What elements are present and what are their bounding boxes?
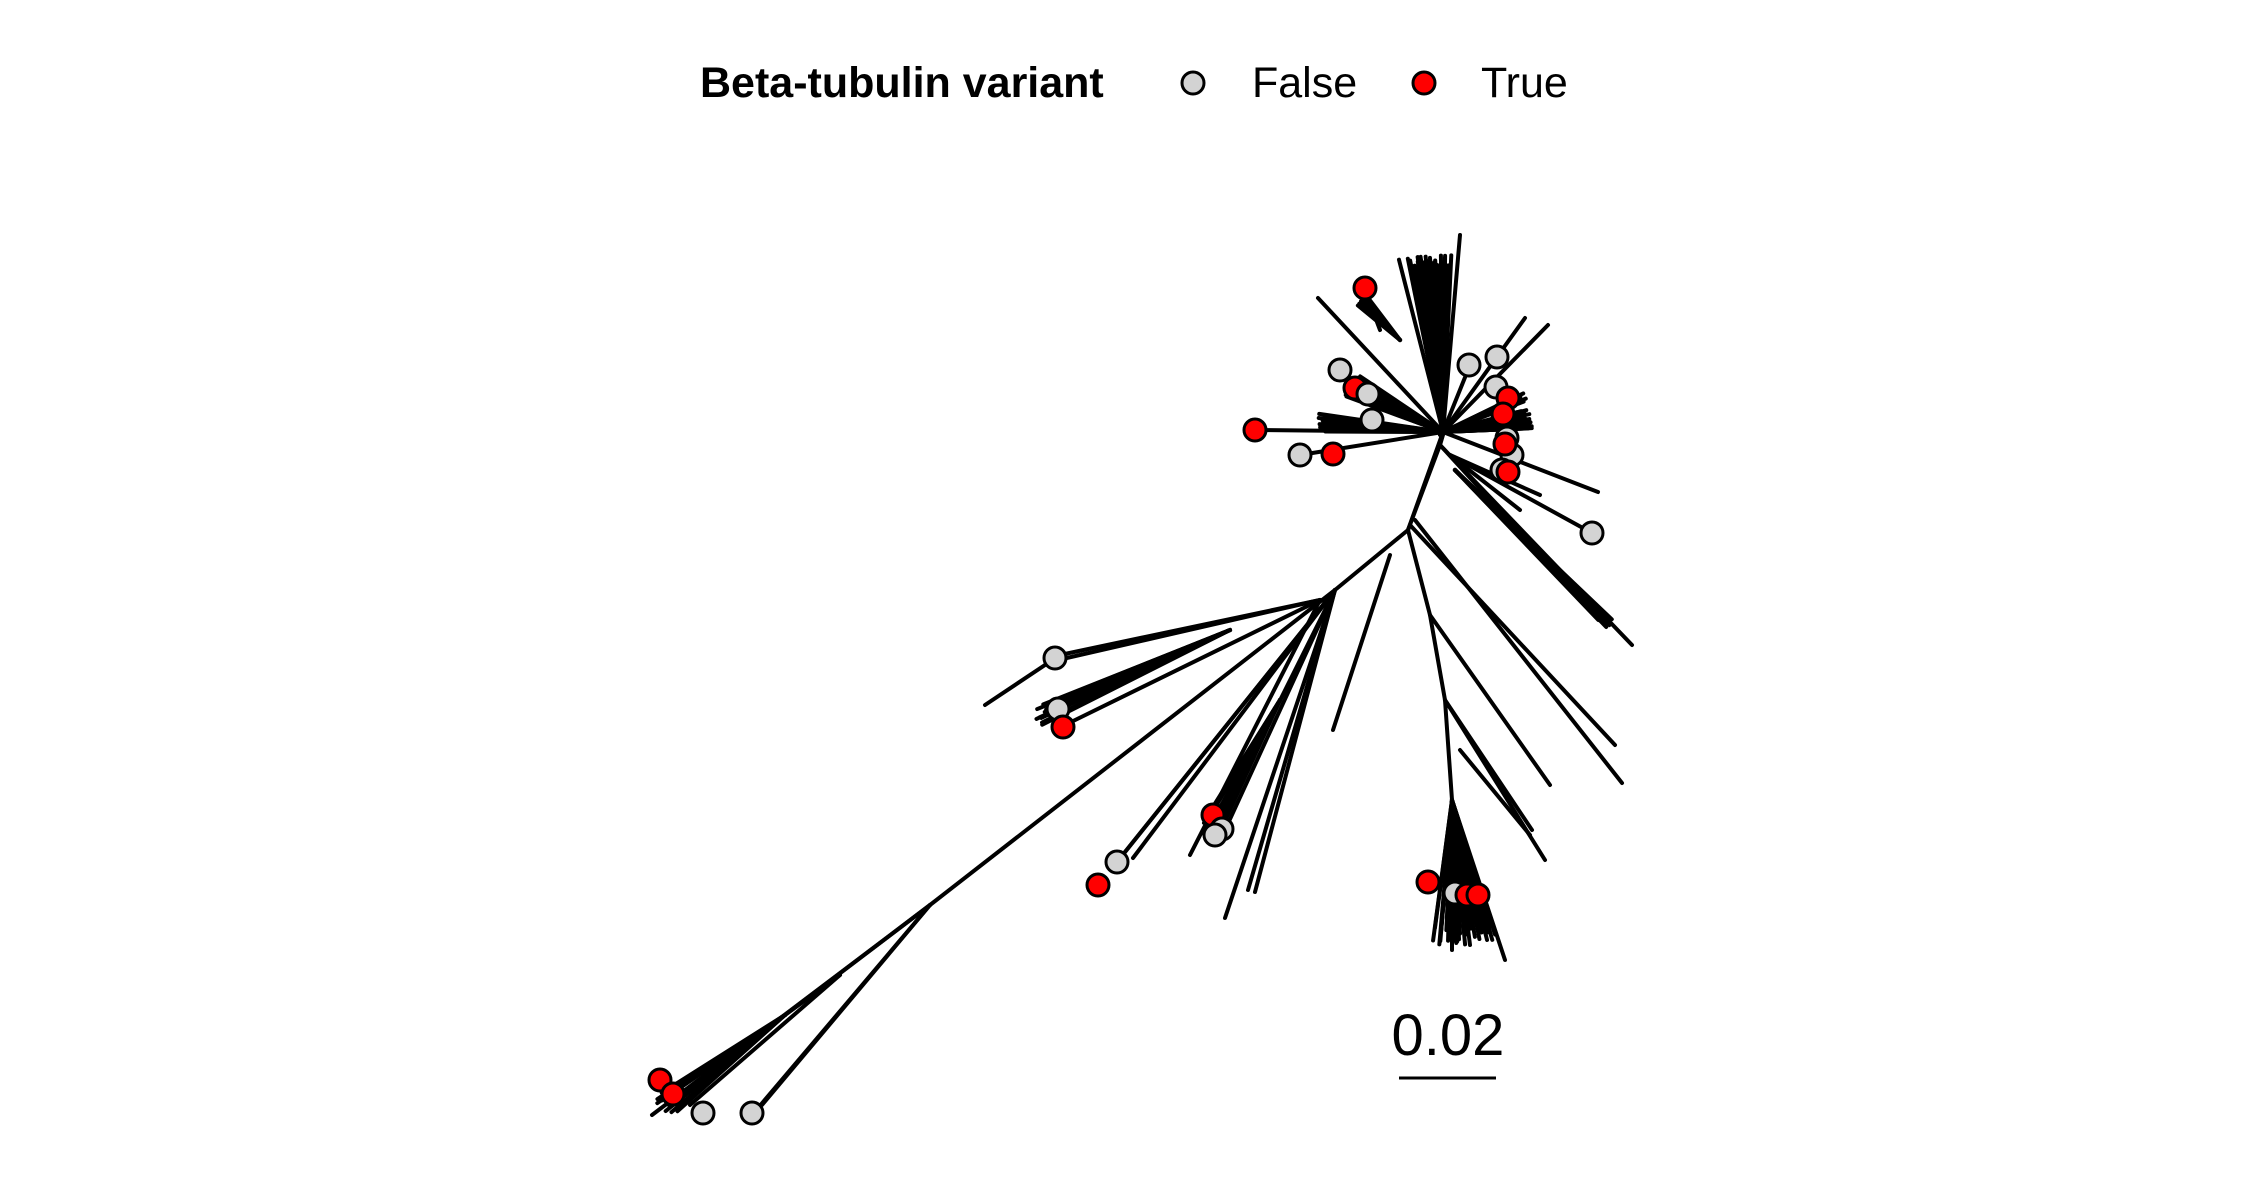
tip-point-true xyxy=(1242,417,1268,443)
tip-point-true xyxy=(660,1081,686,1107)
tip-point-false xyxy=(739,1100,765,1126)
tree-branch xyxy=(1253,428,1445,434)
tree-branch xyxy=(659,1013,787,1095)
tip-point-true xyxy=(1320,441,1346,467)
tree-branch xyxy=(1056,598,1322,662)
tip-point-true xyxy=(1490,401,1516,427)
tree-branch xyxy=(1432,798,1454,930)
legend-label-false: False xyxy=(1252,59,1357,107)
tree-branch xyxy=(669,1013,787,1115)
tree-branch xyxy=(1063,598,1322,727)
tree-branch xyxy=(1443,698,1454,802)
tip-point-true xyxy=(1492,431,1518,457)
tree-branch xyxy=(1414,267,1445,434)
tree-branch xyxy=(1413,518,1624,785)
tip-point-false xyxy=(1579,520,1605,546)
tree-branch xyxy=(1316,296,1445,434)
tree-branch xyxy=(1331,553,1392,732)
tree-branch xyxy=(1408,523,1617,747)
tip-point-true xyxy=(1085,872,1111,898)
tree-branch xyxy=(1428,613,1552,787)
legend-label-true: True xyxy=(1481,59,1568,107)
tree-branch xyxy=(1441,233,1462,434)
tree-branches xyxy=(650,233,1634,1117)
tree-branch xyxy=(1443,698,1534,832)
tip-point-false xyxy=(1359,407,1385,433)
tree-branch xyxy=(1448,453,1594,535)
tree-branch xyxy=(928,588,1337,907)
tree-branch xyxy=(1441,316,1527,434)
tree-branch xyxy=(1223,588,1337,920)
tree-branch xyxy=(1333,528,1410,592)
tip-point-false xyxy=(1042,645,1068,671)
tip-point-false xyxy=(690,1100,716,1126)
legend-marker-true xyxy=(1411,70,1437,96)
tree-branch xyxy=(1322,416,1445,434)
tree-branch xyxy=(1438,443,1607,627)
legend-marker-false xyxy=(1180,70,1206,96)
tip-point-false xyxy=(1202,822,1228,848)
tree-branch xyxy=(1448,453,1522,512)
tip-point-false xyxy=(1456,352,1482,378)
tree-branch xyxy=(1253,588,1337,894)
tree-branch xyxy=(1427,255,1445,434)
tip-point-true xyxy=(1465,882,1491,908)
tree-branch xyxy=(1208,698,1282,826)
tree-branch xyxy=(1406,528,1432,617)
tip-point-false xyxy=(1355,381,1381,407)
tree-branch xyxy=(1450,798,1507,962)
tip-point-true xyxy=(1050,714,1076,740)
tip-point-false xyxy=(1327,357,1353,383)
scale-bar-label: 0.02 xyxy=(1392,1003,1505,1068)
tree-branch xyxy=(1406,430,1445,532)
tree-branch xyxy=(1441,253,1448,434)
legend: Beta-tubulin variant False True xyxy=(700,59,1568,107)
tip-point-true xyxy=(1495,459,1521,485)
tip-point-false xyxy=(1484,344,1510,370)
tree-branch xyxy=(760,903,932,1107)
tree-branch xyxy=(1458,748,1532,837)
tree-branch xyxy=(1428,613,1447,702)
tip-point-true xyxy=(1415,869,1441,895)
tree-tips xyxy=(647,275,1605,1126)
scale-bar: 0.02 xyxy=(1392,1003,1505,1080)
legend-title: Beta-tubulin variant xyxy=(700,59,1104,107)
tree-branch xyxy=(688,973,842,1107)
tree-branch xyxy=(1450,798,1472,947)
tree-branch xyxy=(1361,302,1402,342)
tip-point-false xyxy=(1104,849,1130,875)
tip-point-false xyxy=(1287,442,1313,468)
tree-branch xyxy=(1223,588,1337,832)
tip-point-true xyxy=(1352,275,1378,301)
